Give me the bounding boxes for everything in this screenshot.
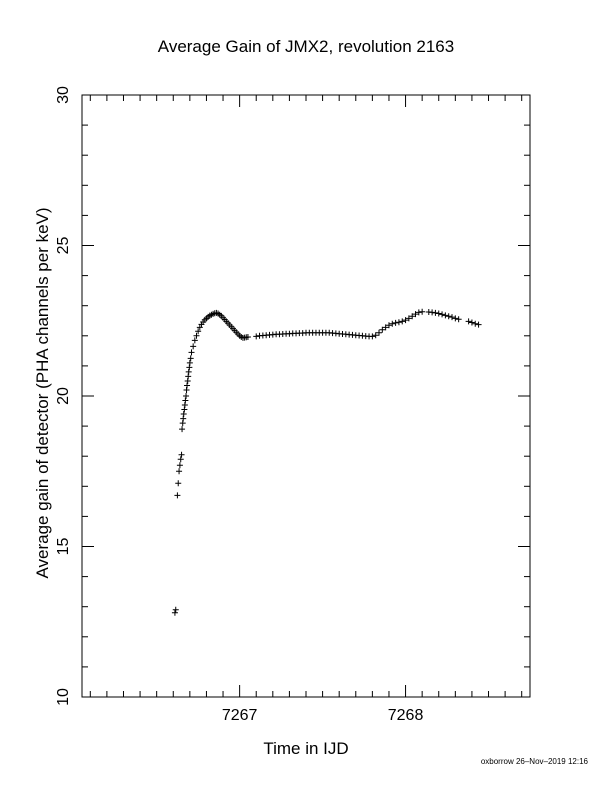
data-point — [196, 324, 203, 331]
data-point — [465, 318, 472, 325]
data-point — [429, 309, 436, 316]
data-point — [171, 609, 178, 616]
data-point — [172, 606, 179, 613]
data-point — [176, 468, 183, 475]
data-point — [439, 311, 446, 318]
data-point — [185, 368, 192, 375]
data-point — [405, 315, 412, 322]
y-tick-label: 20 — [55, 387, 72, 405]
x-tick-label: 7268 — [388, 707, 424, 724]
y-tick-label: 30 — [55, 86, 72, 104]
data-point — [193, 332, 200, 339]
data-point — [395, 319, 402, 326]
data-point — [244, 334, 251, 341]
data-point — [372, 332, 379, 339]
y-tick-label: 10 — [55, 688, 72, 706]
data-point — [188, 349, 195, 356]
data-point — [176, 462, 183, 469]
data-point — [409, 313, 416, 320]
data-point — [195, 328, 202, 335]
data-point — [445, 313, 452, 320]
data-point — [190, 343, 197, 350]
x-axis-label: Time in IJD — [263, 739, 348, 758]
data-point — [435, 310, 442, 317]
data-point — [184, 382, 191, 389]
data-point — [178, 451, 185, 458]
data-point — [432, 309, 439, 316]
data-point — [186, 359, 193, 366]
y-axis-label: Average gain of detector (PHA channels p… — [33, 207, 52, 578]
data-point — [187, 355, 194, 362]
data-point — [382, 324, 389, 331]
plot-frame — [81, 94, 531, 698]
data-point — [379, 326, 386, 333]
data-point — [412, 311, 419, 318]
data-point — [419, 308, 426, 315]
y-tick-label: 15 — [55, 538, 72, 556]
data-point — [392, 319, 399, 326]
data-point — [415, 309, 422, 316]
data-point — [449, 314, 456, 321]
data-point — [442, 312, 449, 319]
data-point — [472, 320, 479, 327]
y-tick-label: 25 — [55, 237, 72, 255]
data-point — [180, 411, 187, 418]
data-point — [179, 426, 186, 433]
data-point — [182, 397, 189, 404]
data-point — [402, 317, 409, 324]
chart-title: Average Gain of JMX2, revolution 2163 — [158, 37, 454, 56]
data-point — [376, 329, 383, 336]
data-point — [253, 333, 260, 340]
data-point — [369, 333, 376, 340]
data-point — [183, 393, 190, 399]
data-point — [475, 321, 482, 328]
x-axis: 7267 7268 — [89, 95, 523, 724]
y-axis: 10 15 20 25 30 — [55, 86, 530, 706]
data-point — [452, 315, 459, 322]
data-point — [389, 320, 396, 327]
data-points — [171, 308, 482, 616]
data-point — [177, 456, 184, 463]
data-point — [191, 337, 198, 344]
data-point — [399, 318, 406, 325]
data-point — [175, 480, 182, 487]
data-point — [174, 492, 181, 499]
data-point — [385, 322, 392, 329]
data-point — [455, 316, 462, 323]
x-tick-label: 7267 — [222, 707, 258, 724]
data-point — [468, 319, 475, 326]
footer-stamp: oxborrow 26–Nov–2019 12:16 — [480, 757, 588, 766]
